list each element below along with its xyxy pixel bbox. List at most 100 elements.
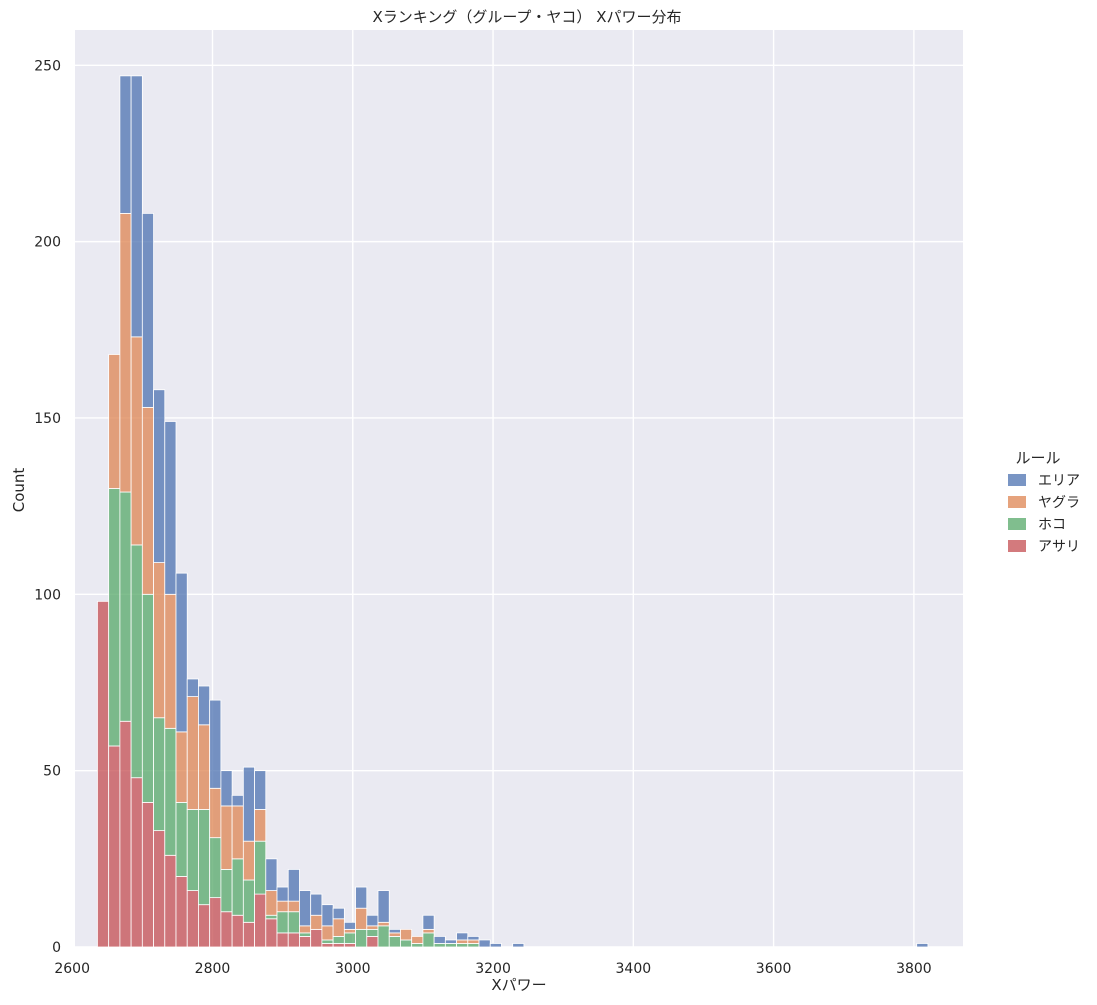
bar-segment [400,928,413,941]
bar-segment [276,900,289,913]
x-tick-label: 3600 [756,961,792,977]
bar-segment [242,879,255,923]
y-tick-label: 200 [34,235,61,251]
bar-segment [355,907,368,930]
bar-segment [209,837,222,899]
bar-segment [198,685,211,726]
bar-segment [175,876,188,948]
bar-segment [433,936,446,944]
bar-segment [220,869,233,913]
legend-label: ホコ [1038,517,1066,533]
bar-segment [321,939,334,944]
bar-segment [287,911,300,934]
bar-segment [366,925,379,930]
bar-segment [141,212,154,408]
bar-segment [164,421,177,595]
bar-segment [119,75,132,214]
x-tick-labels: 2600 2800 3000 3200 3400 3600 3800 [54,961,931,977]
bar-segment [141,593,154,803]
bar-segment [310,893,323,916]
bar-segment [164,593,177,729]
bar-segment [276,911,289,934]
bar-segment [512,943,525,948]
legend-title: ルール [1015,449,1060,467]
bar-segment [467,936,480,941]
bar-segment [130,777,143,948]
y-tick-label: 100 [34,587,61,603]
bar-segment [287,869,300,902]
bar-segment [287,900,300,913]
bar-segment [916,943,929,948]
bar-segment [153,389,166,563]
bar-segment [332,918,345,937]
x-tick-label: 3800 [896,961,932,977]
bar-segment [231,805,244,860]
bar-segment [254,840,267,895]
bar-segment [119,491,132,722]
bar-segment [299,932,312,937]
bar-segment [310,914,323,930]
bar-segment [186,696,199,810]
bar-segment [388,932,401,937]
bar-segment [141,406,154,595]
bar-segment [153,562,166,719]
legend-swatch [1008,474,1026,486]
bar-segment [186,890,199,948]
bar-segment [332,907,345,920]
bar-segment [130,75,143,338]
bar-segment [242,921,255,948]
bar-segment [299,936,312,948]
legend-label: アサリ [1038,539,1080,555]
legend-swatch [1008,518,1026,530]
bar-segment [422,932,435,948]
bar-segment [141,801,154,948]
bars-layer [97,75,929,948]
x-tick-label: 3200 [475,961,511,977]
bar-segment [231,914,244,948]
bar-segment [366,914,379,927]
bar-segment [355,886,368,909]
bar-segment [209,787,222,839]
bar-segment [130,544,143,779]
bar-segment [164,727,177,856]
legend-swatch [1008,540,1026,552]
bar-segment [242,840,255,881]
legend-label: エリア [1038,473,1080,489]
bar-segment [343,928,356,934]
bar-segment [456,939,469,944]
legend-label: ヤグラ [1038,495,1080,511]
bar-segment [478,939,491,948]
bar-segment [332,936,345,944]
bar-segment [377,925,390,948]
bar-segment [355,928,368,948]
bar-segment [276,932,289,948]
y-tick-label: 150 [34,411,61,427]
bar-segment [198,809,211,906]
bar-segment [153,830,166,948]
bar-segment [130,336,143,546]
bar-segment [411,936,424,944]
bar-segment [231,794,244,807]
bar-segment [108,354,121,489]
bar-segment [467,943,480,948]
bar-segment [164,854,177,948]
bar-segment [276,886,289,902]
bar-segment [242,766,255,842]
bar-segment [489,943,502,948]
bar-segment [366,936,379,948]
y-tick-label: 0 [52,940,61,956]
bar-segment [265,914,278,920]
bar-segment [343,932,356,944]
bar-segment [265,890,278,916]
bar-segment [343,921,356,930]
bar-segment [175,731,188,803]
bar-segment [254,809,267,842]
bar-segment [220,911,233,948]
bar-segment [198,724,211,810]
bar-segment [332,943,345,948]
bar-segment [175,572,188,733]
bar-segment [444,943,457,948]
bar-segment [366,928,379,937]
